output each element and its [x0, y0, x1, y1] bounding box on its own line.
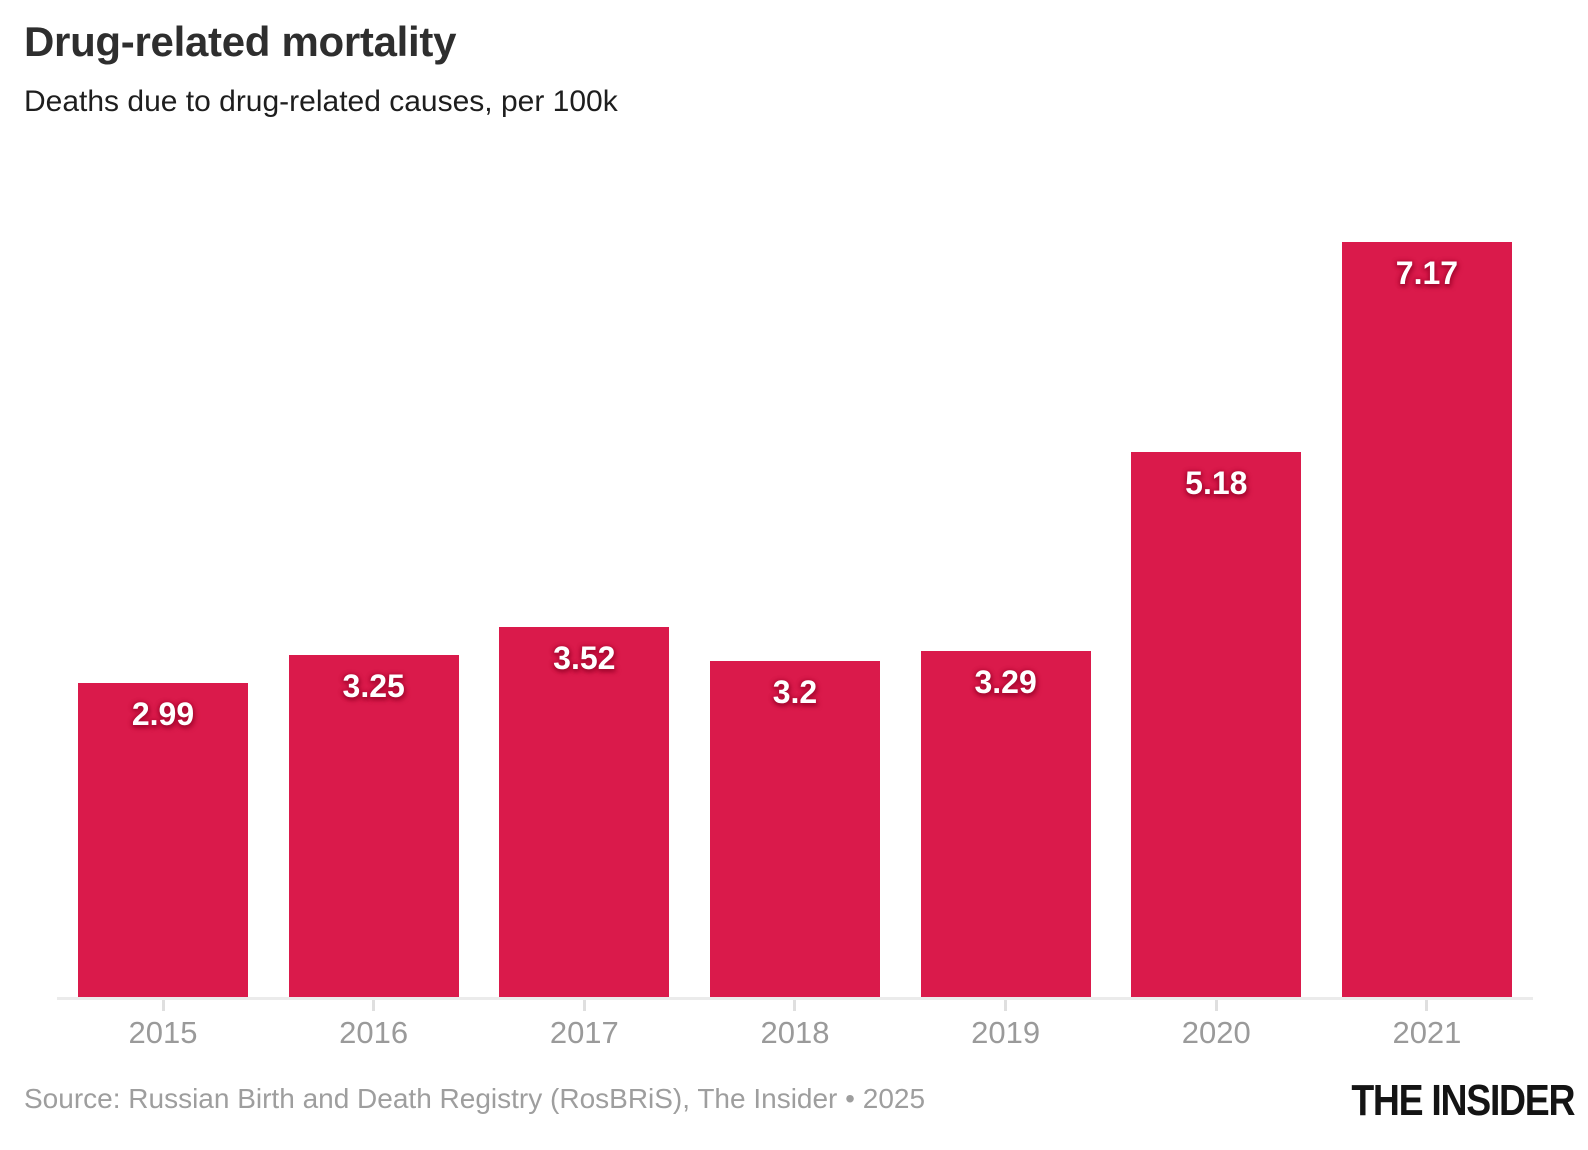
bar-2019: 3.29: [920, 651, 1091, 998]
x-tick-label: 2019: [971, 1015, 1041, 1050]
x-axis-cell: 2017: [499, 1000, 669, 1051]
bar-value-label: 7.17: [1395, 255, 1459, 291]
x-tick-label: 2017: [549, 1015, 619, 1050]
x-axis-cell: 2018: [710, 1000, 880, 1051]
bar-2016: 3.25: [288, 655, 459, 998]
x-axis-cell: 2016: [289, 1000, 459, 1051]
bar-2021: 7.17: [1341, 242, 1512, 998]
x-tick-mark: [1425, 1000, 1429, 1011]
source-attribution: Source: Russian Birth and Death Registry…: [24, 1083, 926, 1114]
x-axis-cell: 2020: [1131, 1000, 1301, 1051]
x-axis-line: [57, 997, 1533, 1000]
bar-value-label: 3.2: [772, 674, 818, 710]
the-insider-logo: THE INSIDER: [1351, 1076, 1575, 1125]
x-axis-labels: 2015 2016 2017 2018 2019 2020 2021: [57, 1000, 1533, 1051]
bar-2017: 3.52: [499, 627, 670, 998]
bar-2015: 2.99: [78, 683, 248, 998]
x-axis-cell: 2015: [78, 1000, 248, 1051]
chart-title: Drug-related mortality: [24, 18, 457, 65]
x-tick-mark: [1214, 1000, 1218, 1011]
x-tick-mark: [582, 1000, 586, 1011]
x-tick-label: 2020: [1181, 1015, 1251, 1050]
bar-value-label: 3.52: [553, 640, 616, 676]
bar-value-label: 3.25: [342, 668, 405, 704]
bar-value-label: 2.99: [131, 696, 195, 732]
x-axis-cell: 2021: [1342, 1000, 1512, 1051]
x-tick-label: 2018: [760, 1015, 830, 1050]
x-tick-mark: [372, 1000, 376, 1011]
bar-value-label: 3.29: [974, 664, 1037, 700]
x-tick-mark: [793, 1000, 797, 1011]
bar-chart-plot-area: 2.99 3.25 3.52 3.2 3.29 5.18 7.17: [57, 218, 1533, 998]
x-tick-label: 2015: [128, 1015, 198, 1050]
x-tick-label: 2021: [1392, 1015, 1462, 1050]
x-tick-mark: [161, 1000, 165, 1011]
x-axis-cell: 2019: [921, 1000, 1091, 1051]
bar-2018: 3.2: [709, 661, 880, 998]
bar-2020: 5.18: [1131, 452, 1302, 998]
chart-subtitle: Deaths due to drug-related causes, per 1…: [24, 85, 618, 118]
bar-value-label: 5.18: [1185, 465, 1248, 501]
x-tick-label: 2016: [339, 1015, 409, 1050]
x-tick-mark: [1004, 1000, 1008, 1011]
